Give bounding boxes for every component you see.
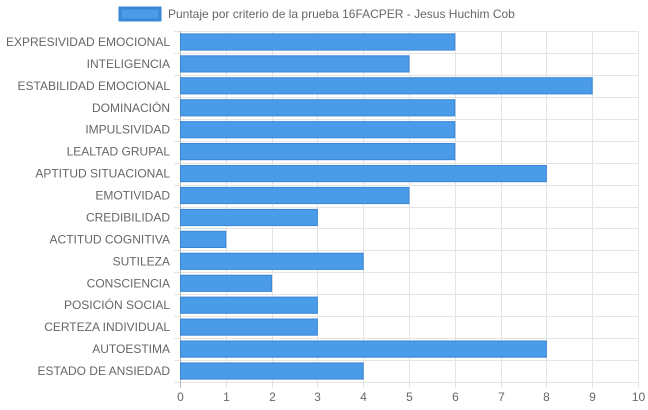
x-tick-label: 1: [223, 390, 230, 404]
category-label: INTELIGENCIA: [87, 57, 170, 71]
category-label: LEALTAD GRUPAL: [67, 145, 171, 159]
category-label: EMOTIVIDAD: [95, 189, 170, 203]
bar[interactable]: [180, 186, 410, 205]
bar[interactable]: [180, 77, 593, 95]
bar[interactable]: [180, 318, 318, 336]
category-label: CONSCIENCIA: [87, 276, 170, 290]
category-label: SUTILEZA: [113, 254, 170, 268]
bar[interactable]: [180, 165, 547, 183]
x-tick-label: 5: [406, 390, 413, 404]
category-label: ESTABILIDAD EMOCIONAL: [18, 79, 171, 93]
legend-swatch[interactable]: [118, 6, 162, 22]
bar[interactable]: [180, 33, 456, 51]
category-label: AUTOESTIMA: [92, 342, 170, 356]
category-label: ESTADO DE ANSIEDAD: [38, 364, 171, 378]
legend[interactable]: Puntaje por criterio de la prueba 16FACP…: [118, 6, 515, 22]
bar[interactable]: [180, 362, 364, 380]
x-tick-label: 10: [632, 390, 646, 404]
bar[interactable]: [180, 121, 456, 139]
category-label: CERTEZA INDIVIDUAL: [44, 320, 170, 334]
x-tick-label: 0: [177, 390, 184, 404]
category-label: DOMINACIÓN: [92, 100, 170, 115]
bar[interactable]: [180, 252, 364, 270]
x-tick-label: 8: [543, 390, 550, 404]
category-label: APTITUD SITUACIONAL: [35, 167, 170, 181]
category-labels: EXPRESIVIDAD EMOCIONAL INTELIGENCIA ESTABI…: [6, 35, 170, 378]
category-label: CREDIBILIDAD: [86, 211, 170, 225]
x-tick-label: 3: [314, 390, 321, 404]
bar[interactable]: [180, 55, 410, 73]
bar[interactable]: [180, 296, 318, 314]
category-label: ACTITUD COGNITIVA: [50, 232, 170, 246]
x-tick-label: 2: [269, 390, 276, 404]
x-tick-label: 6: [452, 390, 459, 404]
x-tick-label: 9: [589, 390, 596, 404]
category-label: EXPRESIVIDAD EMOCIONAL: [6, 35, 170, 49]
bar[interactable]: [180, 99, 456, 117]
x-tick-label: 4: [360, 390, 367, 404]
bar[interactable]: [180, 274, 273, 292]
category-label: IMPULSIVIDAD: [85, 123, 170, 137]
category-label: POSICIÓN SOCIAL: [64, 297, 170, 312]
bars: [180, 33, 593, 380]
bar[interactable]: [180, 230, 227, 249]
bar[interactable]: [180, 340, 547, 358]
x-axis-tick-labels: 0 1 2 3 4 5 6 7 8 9 10: [177, 390, 645, 404]
legend-label[interactable]: Puntaje por criterio de la prueba 16FACP…: [168, 7, 515, 21]
bar[interactable]: [180, 143, 456, 161]
x-tick-label: 7: [498, 390, 505, 404]
bar[interactable]: [180, 208, 318, 227]
